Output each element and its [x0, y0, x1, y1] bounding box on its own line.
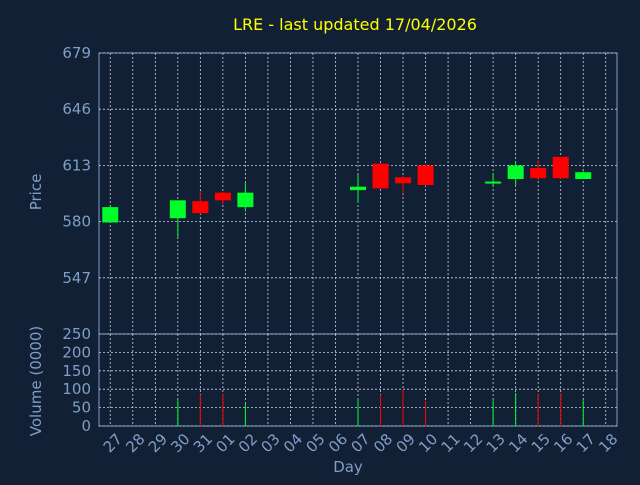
volume-tick-label: 200	[62, 343, 91, 361]
price-tick-label: 613	[62, 156, 91, 174]
price-tick-label: 679	[62, 44, 91, 62]
volume-tick-label: 250	[62, 325, 91, 343]
chart-title: LRE - last updated 17/04/2026	[233, 15, 477, 34]
candle-body	[575, 172, 592, 180]
price-axis-label: Price	[27, 174, 45, 211]
volume-tick-label: 150	[62, 362, 91, 380]
candle-body	[102, 207, 119, 223]
x-axis: 2728293031010203040506070809101112131415…	[100, 430, 622, 456]
price-tick-label: 547	[62, 269, 91, 287]
candle-body	[192, 201, 209, 214]
price-panel: 580 613 646 679 547	[62, 44, 618, 335]
volume-tick-label: 0	[81, 417, 91, 435]
candle-body	[350, 186, 366, 191]
volume-axis-label: Volume (0000)	[27, 326, 45, 436]
candle-body	[485, 181, 502, 184]
price-tick-label: 646	[62, 100, 91, 118]
volume-tick-label: 100	[62, 380, 91, 398]
candle-body	[530, 167, 547, 179]
candle-body	[552, 156, 569, 179]
candle-body	[169, 200, 186, 219]
candle-body	[372, 163, 389, 189]
price-tick-label: 580	[62, 213, 91, 231]
candle-body	[417, 165, 434, 185]
candle-body	[237, 192, 254, 208]
volume-tick-label: 50	[72, 399, 91, 417]
candle-body	[507, 165, 524, 180]
x-axis-label: Day	[333, 458, 363, 476]
candle-body	[214, 192, 231, 201]
candle-body	[395, 177, 412, 184]
